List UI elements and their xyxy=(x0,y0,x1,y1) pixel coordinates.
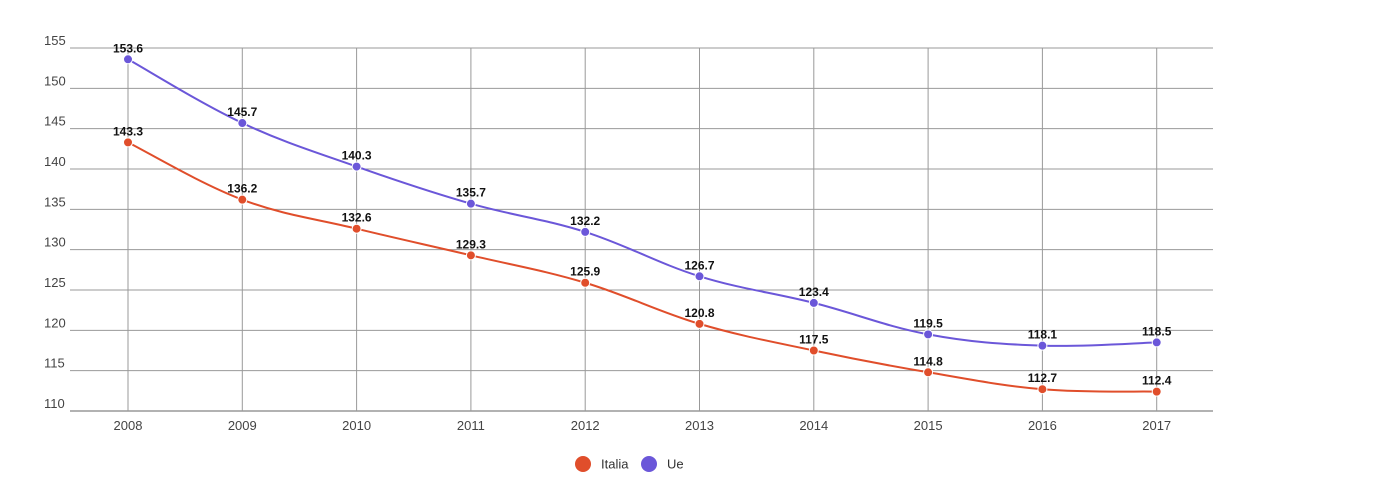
data-label-ue: 140.3 xyxy=(342,149,372,163)
legend[interactable]: Italia Ue xyxy=(575,456,684,472)
y-tick-label: 125 xyxy=(44,275,66,290)
data-point-ue[interactable] xyxy=(237,118,248,129)
x-tick-label: 2017 xyxy=(1142,418,1171,433)
legend-marker-ue[interactable] xyxy=(641,456,657,472)
data-label-italia: 114.8 xyxy=(913,354,943,368)
data-label-ue: 153.6 xyxy=(113,41,143,55)
data-label-ue: 135.7 xyxy=(456,186,486,200)
y-tick-label: 120 xyxy=(44,315,66,330)
x-tick-label: 2016 xyxy=(1028,418,1057,433)
y-axis-ticks: 110 115 120 125 130 135 140 145 150 155 xyxy=(44,33,66,411)
data-point-italia[interactable] xyxy=(351,223,362,234)
data-point-italia[interactable] xyxy=(923,367,934,378)
data-label-ue: 118.5 xyxy=(1142,324,1172,338)
y-tick-label: 115 xyxy=(44,356,65,371)
y-tick-label: 140 xyxy=(44,154,66,169)
data-point-ue[interactable] xyxy=(923,329,934,340)
data-point-italia[interactable] xyxy=(1151,386,1162,397)
data-point-ue[interactable] xyxy=(694,271,705,282)
data-label-ue: 123.4 xyxy=(799,285,829,299)
legend-label-italia[interactable]: Italia xyxy=(601,457,629,472)
y-tick-label: 130 xyxy=(44,235,66,250)
x-tick-label: 2010 xyxy=(342,418,371,433)
series-line-ue xyxy=(127,58,1157,347)
data-label-italia: 129.3 xyxy=(456,237,486,251)
data-label-ue: 119.5 xyxy=(913,316,943,330)
data-point-ue[interactable] xyxy=(351,161,362,172)
y-tick-label: 155 xyxy=(44,33,66,48)
data-label-ue: 132.2 xyxy=(570,214,600,228)
y-tick-label: 145 xyxy=(44,114,66,129)
data-point-italia[interactable] xyxy=(808,345,819,356)
x-tick-label: 2014 xyxy=(799,418,828,433)
x-tick-label: 2011 xyxy=(457,418,485,433)
data-label-italia: 125.9 xyxy=(570,265,600,279)
data-label-ue: 126.7 xyxy=(684,258,714,272)
data-label-ue: 145.7 xyxy=(227,105,257,119)
data-label-italia: 143.3 xyxy=(113,124,143,138)
x-axis-ticks: 2008 2009 2010 2011 2012 2013 2014 2015 2016 2017 xyxy=(114,418,1172,433)
data-label-italia: 112.7 xyxy=(1028,371,1058,385)
legend-marker-italia[interactable] xyxy=(575,456,591,472)
data-label-ue: 118.1 xyxy=(1028,328,1058,342)
x-tick-label: 2008 xyxy=(114,418,143,433)
data-labels: 143.3 136.2 132.6 129.3 125.9 120.8 117.5 114.8… xyxy=(113,41,1172,387)
y-tick-label: 135 xyxy=(44,194,66,209)
series-lines xyxy=(127,58,1157,393)
data-point-italia[interactable] xyxy=(123,137,133,148)
y-tick-label: 110 xyxy=(44,396,65,411)
grid xyxy=(70,47,1213,412)
x-tick-label: 2015 xyxy=(914,418,943,433)
data-label-italia: 120.8 xyxy=(684,306,714,320)
y-tick-label: 150 xyxy=(44,73,66,88)
data-point-italia[interactable] xyxy=(580,277,591,288)
data-point-italia[interactable] xyxy=(694,318,705,329)
data-point-ue[interactable] xyxy=(1037,340,1048,351)
legend-label-ue[interactable]: Ue xyxy=(667,457,684,472)
data-point-italia[interactable] xyxy=(1037,384,1048,395)
series-points xyxy=(123,54,1162,397)
data-label-italia: 117.5 xyxy=(799,333,829,347)
data-label-italia: 136.2 xyxy=(227,182,257,196)
data-point-ue[interactable] xyxy=(1151,337,1162,348)
series-line-italia xyxy=(127,141,1157,393)
x-tick-label: 2012 xyxy=(571,418,600,433)
data-point-italia[interactable] xyxy=(465,250,476,261)
data-point-italia[interactable] xyxy=(237,194,248,205)
data-label-italia: 132.6 xyxy=(342,211,372,225)
data-point-ue[interactable] xyxy=(465,198,476,209)
x-tick-label: 2013 xyxy=(685,418,714,433)
data-point-ue[interactable] xyxy=(808,297,819,308)
data-label-italia: 112.4 xyxy=(1142,374,1172,388)
data-point-ue[interactable] xyxy=(123,54,133,65)
data-point-ue[interactable] xyxy=(580,226,591,237)
x-tick-label: 2009 xyxy=(228,418,257,433)
